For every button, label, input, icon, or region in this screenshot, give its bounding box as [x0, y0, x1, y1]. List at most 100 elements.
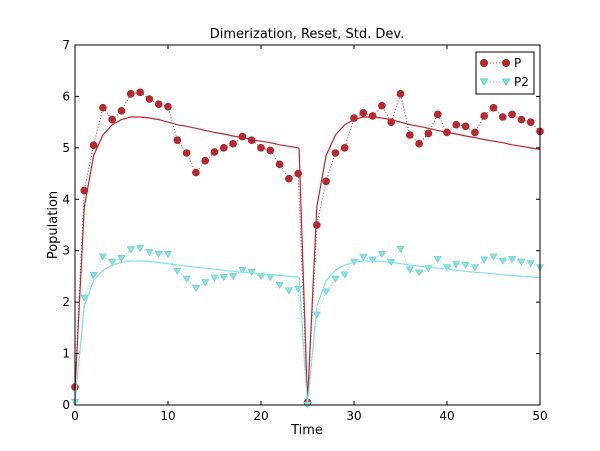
x-tick-label: 30 — [346, 409, 361, 423]
data-point — [136, 244, 145, 252]
data-point — [377, 251, 386, 258]
data-point — [127, 90, 135, 98]
data-point — [368, 256, 377, 264]
x-axis-label: Time — [290, 423, 323, 438]
data-point — [191, 284, 200, 292]
data-point — [117, 255, 126, 263]
data-point — [154, 100, 163, 108]
y-tick-label: 7 — [62, 38, 70, 52]
data-point — [526, 260, 535, 268]
data-point — [331, 149, 340, 157]
series-line — [74, 260, 541, 406]
data-point — [89, 141, 98, 150]
data-point — [480, 112, 489, 120]
legend: P P2 — [475, 51, 535, 95]
data-point — [80, 294, 89, 302]
data-point — [415, 139, 423, 148]
y-tick-label: 4 — [62, 192, 70, 206]
data-point — [517, 258, 526, 266]
data-point — [396, 245, 405, 253]
data-point — [498, 113, 507, 121]
data-point — [154, 251, 163, 258]
data-point — [405, 131, 414, 139]
legend-marker-p2 — [501, 78, 511, 86]
data-point — [257, 144, 265, 152]
data-point — [126, 246, 135, 254]
data-point — [498, 257, 507, 265]
data-point — [415, 269, 424, 277]
data-point — [117, 107, 126, 115]
data-point — [182, 275, 191, 283]
data-point — [508, 256, 517, 264]
data-point — [229, 273, 238, 281]
data-point — [368, 112, 377, 120]
data-point — [526, 118, 535, 126]
data-point — [312, 221, 321, 229]
data-point — [201, 156, 209, 165]
data-point — [219, 274, 228, 282]
data-point — [275, 160, 284, 169]
data-point — [517, 115, 526, 124]
data-point — [312, 311, 321, 319]
data-point — [378, 101, 386, 110]
data-point — [98, 253, 107, 261]
axis-ticks: 0 10 20 30 40 50 0 1 2 3 4 5 6 7 — [62, 38, 547, 423]
data-point — [99, 103, 107, 112]
data-point — [424, 129, 433, 138]
data-point — [433, 110, 442, 119]
data-point — [173, 136, 182, 144]
data-point — [164, 102, 172, 111]
y-tick-label: 2 — [62, 295, 70, 309]
x-tick-label: 40 — [439, 409, 454, 423]
data-point — [173, 267, 182, 275]
data-point — [359, 109, 368, 117]
data-point — [163, 251, 173, 258]
legend-marker-p — [502, 59, 510, 67]
data-point — [442, 264, 452, 272]
data-point — [210, 274, 219, 282]
data-point — [340, 144, 349, 152]
data-point — [470, 264, 479, 272]
data-point — [210, 148, 219, 156]
data-point — [322, 288, 331, 296]
data-point — [322, 177, 330, 186]
data-point — [220, 144, 228, 152]
data-point — [471, 128, 479, 137]
data-point — [461, 261, 470, 269]
series-line — [74, 91, 541, 403]
data-point — [285, 174, 293, 183]
data-point — [480, 256, 489, 264]
legend-label-p: P — [514, 56, 521, 70]
series-p2-mean — [74, 260, 541, 406]
data-point — [238, 266, 247, 274]
legend-marker-p — [480, 59, 488, 67]
data-point — [489, 253, 498, 261]
legend-box — [475, 51, 535, 95]
x-tick-label: 10 — [160, 409, 175, 423]
data-point — [192, 168, 200, 177]
legend-label-p2: P2 — [514, 75, 529, 89]
series-p2 — [70, 244, 545, 409]
data-point — [201, 279, 210, 287]
series-line — [74, 247, 541, 406]
data-point — [340, 271, 349, 279]
data-point — [508, 110, 516, 119]
data-point — [452, 261, 461, 269]
x-tick-label: 0 — [71, 409, 79, 423]
series-layer — [70, 88, 545, 409]
data-point — [145, 248, 154, 256]
y-tick-label: 3 — [62, 244, 70, 258]
y-axis-label: Population — [46, 191, 61, 259]
data-point — [238, 132, 247, 141]
data-point — [229, 139, 237, 148]
x-tick-label: 50 — [532, 409, 547, 423]
y-tick-label: 6 — [62, 89, 70, 103]
legend-marker-p2 — [479, 78, 489, 86]
plot-frame — [74, 44, 541, 406]
data-point — [396, 90, 405, 98]
data-point — [331, 275, 340, 283]
data-point — [266, 146, 275, 155]
data-point — [182, 149, 191, 157]
chart-title: Dimerization, Reset, Std. Dev. — [210, 27, 404, 42]
